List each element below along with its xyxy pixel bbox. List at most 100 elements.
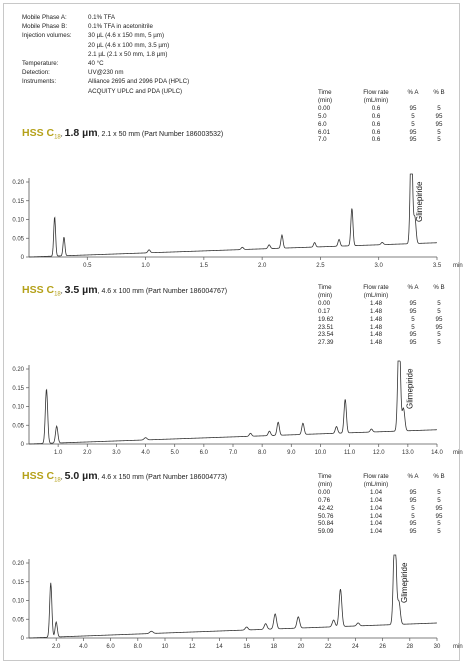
y-tick-label: 0.10 <box>12 405 24 411</box>
gradient-row: 19.62 1.48 5 95 <box>318 316 450 324</box>
gradient-row: 0.00 1.48 95 5 <box>318 300 450 308</box>
gradient-header: % A <box>407 473 419 480</box>
gradient-row: 27.39 1.48 95 5 <box>318 339 450 347</box>
y-tick-label: 0 <box>21 255 25 261</box>
particle-size: 3.5 µm <box>64 284 98 296</box>
x-tick-label: 3.0 <box>112 450 121 456</box>
column-phase: 18 <box>54 477 61 484</box>
gradient-cell: 95 <box>409 136 417 144</box>
gradient-cell: 5 <box>411 512 415 520</box>
condition-value: 2.1 µL (2.1 x 50 mm, 1.8 µm) <box>88 50 168 58</box>
gradient-cell: 5 <box>437 331 441 339</box>
gradient-cell: 5 <box>437 136 441 144</box>
condition-value: UV@230 nm <box>88 69 124 77</box>
chromatographic-conditions: Mobile Phase A: 0.1% TFA Mobile Phase B: 0.… <box>22 13 189 96</box>
gradient-cell: 95 <box>409 128 417 136</box>
x-tick-label: 3.5 <box>433 263 442 269</box>
gradient-row: 7.0 0.6 95 5 <box>318 136 450 144</box>
x-tick-label: 14.0 <box>431 450 443 456</box>
x-tick-label: 9.0 <box>287 450 296 456</box>
gradient-cell: 50.76 <box>318 512 334 520</box>
gradient-header: Time <box>318 284 332 291</box>
y-tick-label: 0.20 <box>12 367 24 373</box>
condition-label: Mobile Phase B: <box>22 23 68 31</box>
x-tick-label: 2.0 <box>52 644 61 650</box>
gradient-row: 0.00 0.6 95 5 <box>318 105 450 113</box>
gradient-header-row: (min) (mL/min) <box>318 481 450 489</box>
gradient-cell: 0.00 <box>318 299 331 307</box>
gradient-cell: 1.48 <box>369 339 383 347</box>
y-tick-label: 0.10 <box>12 218 24 224</box>
x-tick-label: 5.0 <box>171 450 180 456</box>
chart-title-3: HSS C18, 5.0 µm, 4.6 x 150 mm (Part Numb… <box>22 470 228 484</box>
x-tick-label: 2.0 <box>258 263 267 269</box>
gradient-header <box>398 292 428 300</box>
condition-row: Temperature: 40 °C <box>22 59 189 68</box>
x-tick-label: 6.0 <box>200 450 209 456</box>
x-tick-label: 14 <box>216 644 223 650</box>
condition-label: Mobile Phase A: <box>22 14 67 21</box>
y-tick-label: 0.20 <box>12 561 24 567</box>
x-tick-label: 10.0 <box>315 450 327 456</box>
gradient-cell: 6.0 <box>318 120 327 128</box>
gradient-header <box>428 292 450 300</box>
gradient-header: % A <box>407 284 419 291</box>
condition-value: Alliance 2695 and 2996 PDA (HPLC) <box>88 78 190 86</box>
column-brand: HSS C <box>22 470 55 482</box>
gradient-header: (min) <box>318 96 333 104</box>
gradient-header <box>398 481 428 489</box>
chromatogram-trace <box>28 554 438 639</box>
gradient-cell: 27.39 <box>318 339 334 347</box>
condition-row: Detection: UV@230 nm <box>22 68 189 77</box>
x-tick-label: 20 <box>298 644 305 650</box>
chart-title-2: HSS C18, 3.5 µm, 4.6 x 100 mm (Part Numb… <box>22 284 228 298</box>
x-tick-label: 22 <box>325 644 332 650</box>
x-unit-label: min <box>453 644 463 650</box>
x-tick-label: 26 <box>379 644 386 650</box>
gradient-cell: 1.04 <box>369 488 383 496</box>
gradient-cell: 5 <box>411 112 415 120</box>
gradient-row: 50.76 1.04 5 95 <box>318 513 450 521</box>
condition-row: Injection volumes: 30 µL (4.6 x 150 mm, 5… <box>22 31 189 59</box>
x-tick-label: 30 <box>434 644 441 650</box>
gradient-cell: 23.51 <box>318 323 334 331</box>
gradient-cell: 1.48 <box>369 331 383 339</box>
x-tick-label: 28 <box>406 644 413 650</box>
gradient-cell: 95 <box>435 315 443 323</box>
gradient-cell: 5 <box>437 496 441 504</box>
gradient-cell: 5 <box>437 104 441 112</box>
gradient-cell: 95 <box>435 112 443 120</box>
gradient-cell: 5 <box>437 520 441 528</box>
gradient-cell: 19.62 <box>318 315 334 323</box>
gradient-header-row: (min) (mL/min) <box>318 97 450 105</box>
gradient-cell: 0.76 <box>318 496 331 504</box>
chromatogram-trace <box>28 173 438 258</box>
x-tick-label: 24 <box>352 644 359 650</box>
y-tick-label: 0.05 <box>12 236 24 242</box>
gradient-cell: 1.04 <box>369 496 383 504</box>
gradient-cell: 95 <box>409 339 417 347</box>
x-tick-label: 4.0 <box>79 644 88 650</box>
x-unit-label: min <box>453 450 463 456</box>
condition-label: Instruments: <box>22 78 57 86</box>
gradient-cell: 5 <box>411 323 415 331</box>
particle-size: 1.8 µm <box>64 127 98 139</box>
column-details: , 4.6 x 150 mm (Part Number 186004773) <box>97 474 228 481</box>
x-tick-label: 12 <box>189 644 196 650</box>
condition-value: 0.1% TFA <box>88 14 116 21</box>
gradient-cell: 0.6 <box>371 128 381 136</box>
x-tick-label: 6.0 <box>106 644 115 650</box>
gradient-cell: 1.48 <box>369 299 383 307</box>
column-brand: HSS C <box>22 127 55 139</box>
gradient-row: 50.84 1.04 95 5 <box>318 520 450 528</box>
x-tick-label: 10 <box>162 644 169 650</box>
x-tick-label: 1.0 <box>141 263 150 269</box>
x-unit-label: min <box>453 263 463 269</box>
gradient-cell: 5 <box>437 488 441 496</box>
gradient-header-row: (min) (mL/min) <box>318 292 450 300</box>
gradient-cell: 5 <box>437 339 441 347</box>
x-tick-label: 2.0 <box>83 450 92 456</box>
gradient-cell: 1.04 <box>369 528 383 536</box>
gradient-cell: 42.42 <box>318 504 334 512</box>
condition-value: ACQUITY UPLC and PDA (UPLC) <box>88 87 183 95</box>
